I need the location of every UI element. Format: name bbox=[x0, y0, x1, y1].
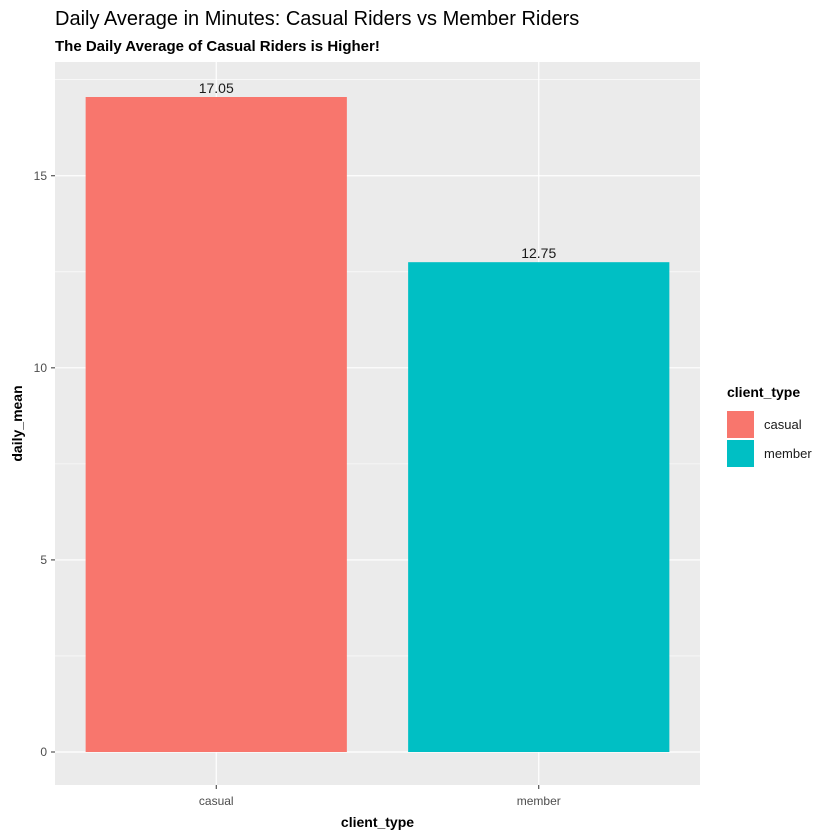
legend-key-casual bbox=[727, 411, 754, 438]
chart-subtitle: The Daily Average of Casual Riders is Hi… bbox=[55, 38, 380, 55]
data-label-member: 12.75 bbox=[521, 245, 556, 261]
y-tick-label: 5 bbox=[40, 553, 47, 567]
y-axis-title: daily_mean bbox=[9, 385, 25, 461]
legend-item-casual: casual bbox=[727, 410, 812, 439]
y-tick-label: 10 bbox=[34, 361, 48, 375]
legend-key-member bbox=[727, 440, 754, 467]
bar-casual bbox=[85, 97, 347, 752]
bar-member bbox=[408, 262, 670, 752]
x-tick-label: casual bbox=[199, 794, 234, 808]
y-tick-label: 0 bbox=[40, 745, 47, 759]
x-axis-title: client_type bbox=[341, 814, 414, 830]
x-tick-label: member bbox=[517, 794, 561, 808]
legend-title: client_type bbox=[727, 384, 801, 400]
chart-title: Daily Average in Minutes: Casual Riders … bbox=[55, 8, 580, 30]
data-label-casual: 17.05 bbox=[199, 80, 234, 96]
legend-label-casual: casual bbox=[764, 417, 802, 432]
legend: client_type casual member bbox=[727, 384, 812, 468]
legend-item-member: member bbox=[727, 439, 812, 468]
y-tick-label: 15 bbox=[34, 169, 48, 183]
legend-label-member: member bbox=[764, 446, 812, 461]
